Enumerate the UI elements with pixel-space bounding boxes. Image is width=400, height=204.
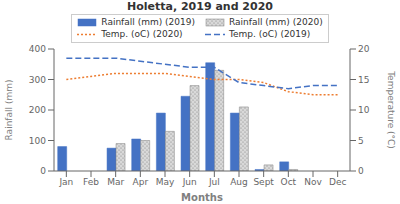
html-text:Temp. (oC) (2019): Temp. (oC) (2019) [229,29,311,39]
html-text:Holetta, 2019 and 2020: Holetta, 2019 and 2020 [127,0,273,13]
svg-text:400: 400 [29,44,46,54]
svg-text:Nov: Nov [304,177,322,187]
svg-text:20: 20 [358,44,370,54]
svg-text:0: 0 [40,166,46,176]
svg-text:Apr: Apr [133,177,149,187]
svg-text:Aug: Aug [230,177,248,187]
svg-text:300: 300 [29,75,46,85]
svg-text:Sept: Sept [253,177,274,187]
svg-text:15: 15 [358,75,369,85]
html-text:Rainfall (mm) (2020): Rainfall (mm) (2020) [229,17,323,27]
svg-text:Months: Months [181,192,223,201]
svg-text:May: May [156,177,175,187]
svg-text:100: 100 [29,136,46,146]
svg-text:Mar: Mar [107,177,124,187]
svg-text:Rainfall (mm): Rainfall (mm) [8,80,14,141]
svg-text:Dec: Dec [329,177,346,187]
svg-text:Temperature (°C): Temperature (°C) [386,70,392,149]
svg-text:5: 5 [358,136,364,146]
svg-text:0: 0 [358,166,364,176]
svg-text:Jul: Jul [208,177,220,187]
svg-text:Feb: Feb [83,177,99,187]
svg-text:10: 10 [358,105,370,115]
svg-text:200: 200 [29,105,46,115]
svg-text:Jan: Jan [58,177,73,187]
svg-text:Oct: Oct [281,177,297,187]
svg-text:Jun: Jun [182,177,197,187]
html-text:Rainfall (mm) (2019): Rainfall (mm) (2019) [101,17,195,27]
html-text:Temp. (oC) (2020): Temp. (oC) (2020) [101,29,183,39]
